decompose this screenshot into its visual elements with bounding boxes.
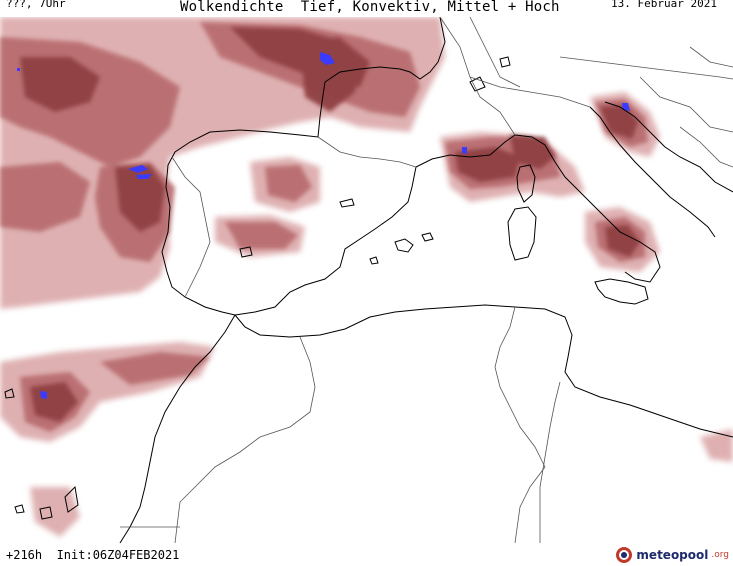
map-title: Wolkendichte Tief, Konvektiv, Mittel + H… [180,0,560,15]
logo-tld: .org [711,550,729,560]
border-alps-east [559,56,733,80]
convective-cells [17,52,630,399]
forecast-date: 13. Februar 2021 [611,0,717,10]
convective-cell [128,165,148,173]
border-switzerland-italy [469,76,591,108]
meteopool-logo-icon [616,547,633,563]
coastline-adriatic-east [604,101,733,193]
location-time-label: ???, 7Uhr [6,0,66,10]
convective-cell [40,391,47,399]
convective-cell [136,174,152,179]
coastline-sardinia [507,206,537,261]
forecast-init-label: +216h Init:06Z04FEB2021 [6,548,180,562]
coastline-canaries [4,388,79,520]
border-tunisia-libya [539,381,561,543]
coastline-north-africa [234,304,733,438]
coastline-corsica [516,164,536,203]
coastlines [4,17,733,543]
border-portugal-spain [171,156,211,298]
border-algeria-libya [514,466,546,543]
meteopool-logo[interactable]: meteopool .org [615,546,729,564]
coastline-sicily [594,278,649,305]
coastline-italy-east [589,106,716,238]
coastline-italy-west [514,134,661,283]
border-germany [469,17,521,88]
convective-cell [622,103,630,111]
border-france-spain [317,136,417,168]
coastline-minor [239,56,511,258]
coastline-iberia [161,17,516,316]
border-algeria-tunisia [494,306,546,468]
convective-cell [17,68,20,71]
borders [120,17,733,543]
convective-cell [462,147,467,154]
coastline-balearics [369,232,434,265]
coastline-morocco-atlantic [119,314,236,543]
convective-cell [320,52,335,65]
logo-name: meteopool [636,548,709,562]
border-france-north [439,17,516,136]
cloud-layer-dark [20,27,640,422]
border-balkans [639,46,733,168]
border-morocco-algeria [174,336,316,543]
cloud-density-map [0,17,733,543]
